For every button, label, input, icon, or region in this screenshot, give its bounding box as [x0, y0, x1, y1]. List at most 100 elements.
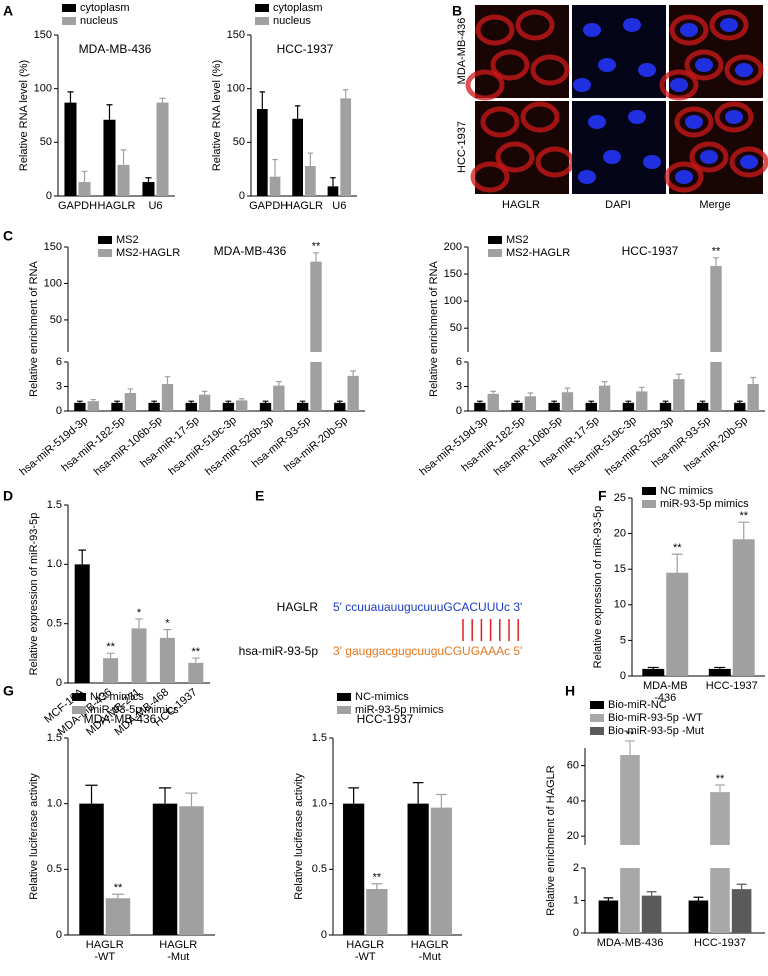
cell [709, 9, 749, 41]
bar [236, 400, 248, 411]
bar [256, 109, 268, 196]
error-bar [201, 390, 208, 395]
y-tick-label: 100 [444, 295, 462, 307]
bar [340, 98, 352, 196]
cell [689, 141, 729, 173]
error-bar [588, 400, 595, 403]
y-tick-label: 1.5 [47, 732, 62, 744]
legend-swatch [590, 714, 604, 722]
error-bar [713, 257, 719, 266]
nucleus [700, 150, 718, 164]
panel-label: D [3, 488, 13, 504]
cell [714, 101, 754, 133]
significance: ** [106, 641, 115, 653]
x-tick-label: hsa-miR-182-5p [59, 414, 127, 474]
y-tick-label: 100 [44, 277, 62, 289]
error-bar [490, 390, 497, 394]
cell [729, 146, 768, 178]
x-tick-label: -436 [654, 692, 676, 704]
x-tick-label: U6 [332, 200, 346, 212]
nucleus [735, 63, 753, 77]
bar [87, 401, 99, 411]
y-tick-label: 1.0 [312, 798, 327, 810]
bar [641, 895, 662, 933]
error-bar [81, 170, 88, 183]
x-tick-label: GAPDH [58, 200, 97, 212]
legend-swatch [62, 17, 76, 25]
bar [511, 402, 523, 411]
legend-label: Bio-miR-93-5p -WT [608, 712, 703, 724]
error-bar [114, 400, 120, 403]
chart-title: MDA-MB-436 [79, 42, 152, 56]
legend-swatch [255, 4, 269, 12]
y-tick-label: 1.5 [312, 732, 327, 744]
row-label: HCC-1937 [456, 121, 468, 173]
y-tick-label: 0 [56, 405, 62, 417]
bar [131, 628, 147, 683]
panel-label: C [3, 228, 13, 244]
x-tick-label: -WT [355, 951, 376, 963]
x-tick-label: HAGLR [86, 939, 124, 951]
nucleus [675, 170, 693, 184]
cell [495, 141, 535, 173]
error-bar [638, 386, 645, 392]
cell [480, 106, 520, 138]
legend-label: MS2 [116, 234, 139, 246]
x-tick-label: hsa-miR-519d-3p [418, 414, 491, 478]
bar [659, 402, 672, 411]
nucleus [740, 155, 758, 169]
nucleus [725, 110, 743, 124]
bar [548, 402, 560, 411]
chart-title: MDA-MB-436 [84, 712, 157, 726]
error-bar [514, 400, 520, 403]
bar [105, 898, 131, 935]
column-label: DAPI [605, 199, 631, 211]
bar [673, 379, 685, 411]
column-label: Merge [699, 199, 730, 211]
cell [470, 161, 510, 193]
y-tick-label: 0 [321, 929, 327, 941]
y-tick-label: 25 [614, 492, 626, 504]
x-tick-label: MDA-MB-436 [597, 937, 664, 949]
legend-label: nucleus [273, 15, 311, 27]
bar [273, 385, 285, 411]
bar [708, 668, 731, 676]
bar [222, 402, 235, 411]
bar [366, 889, 388, 935]
y-tick-label: 2 [573, 862, 579, 874]
bar [103, 658, 119, 683]
x-tick-label: hsa-miR-106b-5p [92, 414, 165, 478]
legend-label: cytoplasm [80, 2, 130, 14]
x-tick-label: hsa-miR-106b-5p [492, 414, 565, 478]
bar [430, 807, 452, 935]
bar [148, 402, 160, 411]
legend-label: Bio-miR-NC [608, 699, 667, 711]
error-bar [714, 666, 726, 669]
error-bar [527, 392, 534, 397]
legend-label: miR-93-5p mimics [90, 704, 179, 716]
y-tick-label: 150 [444, 268, 462, 280]
bar [142, 182, 155, 196]
error-bar [551, 400, 557, 403]
error-bar [477, 400, 483, 403]
error-bar [185, 792, 198, 807]
error-bar [159, 97, 166, 103]
panel-label: A [3, 3, 13, 19]
y-tick-label: 6 [456, 356, 462, 368]
significance: * [137, 607, 142, 619]
panel-label: F [598, 488, 607, 504]
error-bar [343, 89, 349, 99]
error-bar [313, 252, 319, 262]
bar [124, 393, 137, 411]
error-bar [671, 553, 683, 573]
x-tick-label: hsa-miR-182-5p [459, 414, 527, 474]
error-bar [262, 400, 269, 403]
legend-label: NC mimics [660, 485, 714, 497]
x-tick-label: HCC-1937 [706, 680, 758, 692]
cell [669, 14, 709, 46]
cell [520, 101, 560, 133]
error-bar [294, 105, 301, 119]
x-tick-label: hsa-miR-526b-3p [603, 414, 676, 478]
panel-label: E [255, 488, 264, 504]
